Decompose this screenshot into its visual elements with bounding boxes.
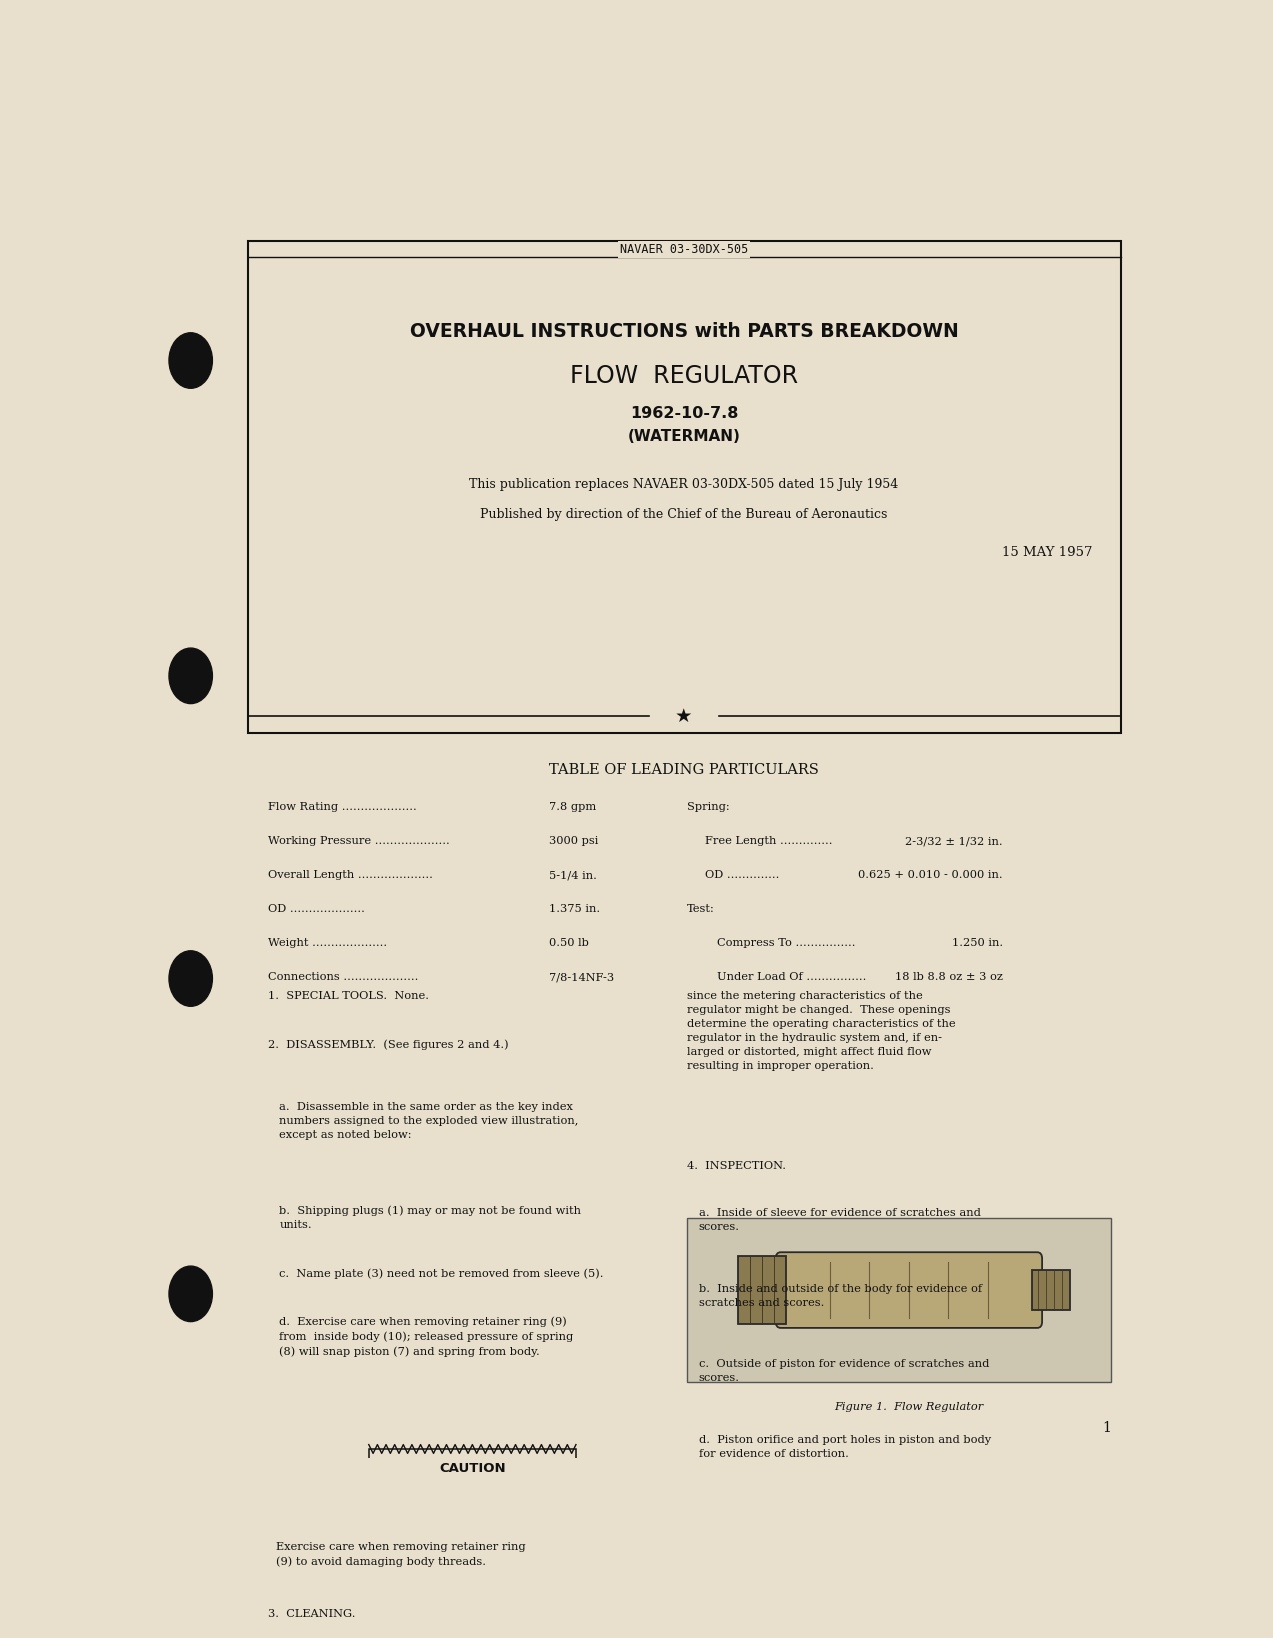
Circle shape bbox=[169, 649, 213, 704]
Text: 0.625 + 0.010 - 0.000 in.: 0.625 + 0.010 - 0.000 in. bbox=[858, 870, 1003, 880]
Text: Connections ....................: Connections .................... bbox=[267, 973, 418, 983]
Text: Exercise care when removing retainer ring
(9) to avoid damaging body threads.: Exercise care when removing retainer rin… bbox=[275, 1543, 526, 1568]
Text: 0.50 lb: 0.50 lb bbox=[549, 939, 588, 948]
Text: NAVAER 03-30DX-505: NAVAER 03-30DX-505 bbox=[620, 242, 749, 256]
Text: d.  Piston orifice and port holes in piston and body
for evidence of distortion.: d. Piston orifice and port holes in pist… bbox=[699, 1435, 990, 1459]
Text: 3000 psi: 3000 psi bbox=[549, 835, 598, 847]
Text: 7/8-14NF-3: 7/8-14NF-3 bbox=[549, 973, 614, 983]
Text: a.  Inside of sleeve for evidence of scratches and
scores.: a. Inside of sleeve for evidence of scra… bbox=[699, 1209, 980, 1232]
Text: 15 MAY 1957: 15 MAY 1957 bbox=[1002, 545, 1092, 559]
Text: OVERHAUL INSTRUCTIONS with PARTS BREAKDOWN: OVERHAUL INSTRUCTIONS with PARTS BREAKDO… bbox=[410, 323, 959, 341]
Text: Under Load Of ................: Under Load Of ................ bbox=[717, 973, 866, 983]
Text: CAUTION: CAUTION bbox=[439, 1461, 505, 1474]
Circle shape bbox=[169, 950, 213, 1006]
Text: a.  Disassemble in the same order as the key index
numbers assigned to the explo: a. Disassemble in the same order as the … bbox=[280, 1102, 579, 1140]
Text: 3.  CLEANING.: 3. CLEANING. bbox=[267, 1609, 355, 1620]
Text: 5-1/4 in.: 5-1/4 in. bbox=[549, 870, 597, 880]
Text: c.  Outside of piston for evidence of scratches and
scores.: c. Outside of piston for evidence of scr… bbox=[699, 1360, 989, 1384]
Text: Free Length ..............: Free Length .............. bbox=[705, 835, 833, 847]
Text: Spring:: Spring: bbox=[687, 803, 729, 812]
Text: 7.8 gpm: 7.8 gpm bbox=[549, 803, 596, 812]
FancyBboxPatch shape bbox=[1032, 1269, 1069, 1310]
Text: 1.  SPECIAL TOOLS.  None.: 1. SPECIAL TOOLS. None. bbox=[267, 991, 429, 1001]
Text: 1: 1 bbox=[1102, 1422, 1111, 1435]
Text: 1.250 in.: 1.250 in. bbox=[951, 939, 1003, 948]
Text: Working Pressure ....................: Working Pressure .................... bbox=[267, 835, 449, 847]
Text: 2-3/32 ± 1/32 in.: 2-3/32 ± 1/32 in. bbox=[905, 835, 1003, 847]
Text: 1.375 in.: 1.375 in. bbox=[549, 904, 600, 914]
Text: Published by direction of the Chief of the Bureau of Aeronautics: Published by direction of the Chief of t… bbox=[480, 508, 887, 521]
FancyBboxPatch shape bbox=[775, 1251, 1043, 1328]
Text: d.  Exercise care when removing retainer ring (9)
from  inside body (10); releas: d. Exercise care when removing retainer … bbox=[280, 1317, 574, 1356]
Circle shape bbox=[169, 1266, 213, 1322]
Text: 2.  DISASSEMBLY.  (See figures 2 and 4.): 2. DISASSEMBLY. (See figures 2 and 4.) bbox=[267, 1038, 508, 1050]
Text: Test:: Test: bbox=[687, 904, 714, 914]
FancyBboxPatch shape bbox=[687, 1219, 1111, 1382]
Text: FLOW  REGULATOR: FLOW REGULATOR bbox=[570, 364, 798, 388]
Text: OD ..............: OD .............. bbox=[705, 870, 779, 880]
Text: TABLE OF LEADING PARTICULARS: TABLE OF LEADING PARTICULARS bbox=[549, 763, 819, 778]
Text: c.  Name plate (3) need not be removed from sleeve (5).: c. Name plate (3) need not be removed fr… bbox=[280, 1268, 603, 1279]
Text: b.  Inside and outside of the body for evidence of
scratches and scores.: b. Inside and outside of the body for ev… bbox=[699, 1284, 981, 1307]
Text: 18 lb 8.8 oz ± 3 oz: 18 lb 8.8 oz ± 3 oz bbox=[895, 973, 1003, 983]
Text: b.  Shipping plugs (1) may or may not be found with
units.: b. Shipping plugs (1) may or may not be … bbox=[280, 1206, 582, 1230]
Text: ★: ★ bbox=[675, 706, 693, 726]
FancyBboxPatch shape bbox=[369, 1450, 575, 1527]
Text: 4.  INSPECTION.: 4. INSPECTION. bbox=[687, 1161, 785, 1171]
Text: Figure 1.  Flow Regulator: Figure 1. Flow Regulator bbox=[834, 1402, 984, 1412]
Text: Overall Length ....................: Overall Length .................... bbox=[267, 870, 433, 880]
Text: (WATERMAN): (WATERMAN) bbox=[628, 429, 741, 444]
Text: OD ....................: OD .................... bbox=[267, 904, 364, 914]
Text: 1962-10-7.8: 1962-10-7.8 bbox=[630, 406, 738, 421]
Text: This publication replaces NAVAER 03-30DX-505 dated 15 July 1954: This publication replaces NAVAER 03-30DX… bbox=[470, 478, 899, 491]
Circle shape bbox=[169, 333, 213, 388]
FancyBboxPatch shape bbox=[738, 1256, 785, 1324]
Text: since the metering characteristics of the
regulator might be changed.  These ope: since the metering characteristics of th… bbox=[687, 991, 956, 1071]
Text: Compress To ................: Compress To ................ bbox=[717, 939, 855, 948]
Text: Flow Rating ....................: Flow Rating .................... bbox=[267, 803, 416, 812]
Text: Weight ....................: Weight .................... bbox=[267, 939, 387, 948]
